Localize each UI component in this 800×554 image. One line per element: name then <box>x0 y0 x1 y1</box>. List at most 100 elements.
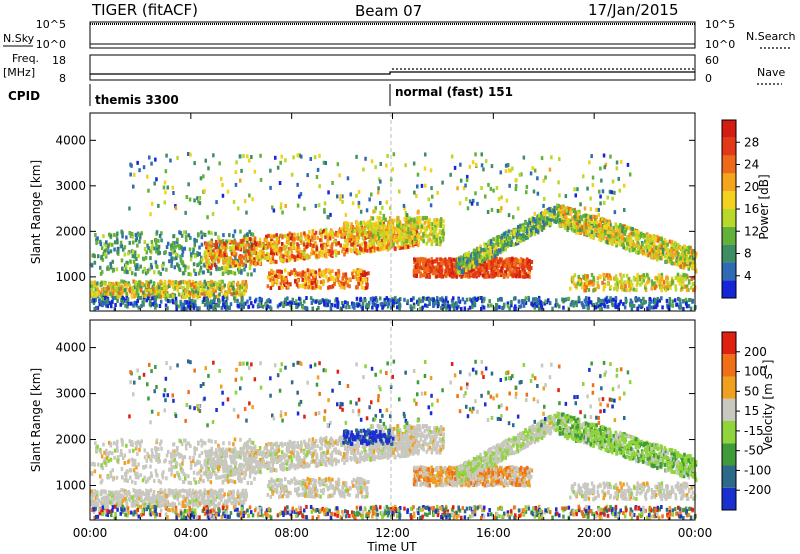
range-gate-cell <box>623 280 626 285</box>
range-gate-cell <box>176 262 179 267</box>
range-gate-cell <box>528 226 532 231</box>
range-gate-cell <box>450 274 454 279</box>
range-gate-cell <box>400 242 404 247</box>
range-gate-cell <box>203 263 207 268</box>
range-gate-cell <box>676 276 680 281</box>
range-gate-cell <box>670 246 673 251</box>
range-gate-cell <box>341 194 344 199</box>
range-gate-cell <box>409 227 413 232</box>
range-gate-cell <box>659 249 662 254</box>
range-gate-cell <box>130 231 134 236</box>
range-gate-cell <box>172 191 175 195</box>
range-gate-cell <box>307 276 311 281</box>
range-gate-cell <box>596 233 600 238</box>
range-gate-cell <box>264 238 267 243</box>
range-gate-cell <box>532 225 535 230</box>
range-gate-cell <box>315 254 318 258</box>
range-gate-cell <box>212 282 215 287</box>
range-gate-cell <box>360 242 364 247</box>
range-gate-cell <box>588 217 592 222</box>
range-gate-cell <box>593 215 596 219</box>
range-gate-cell <box>268 271 271 276</box>
range-gate-cell <box>636 281 639 286</box>
range-gate-cell <box>361 273 365 277</box>
range-gate-cell <box>253 169 257 174</box>
range-gate-cell <box>537 228 540 232</box>
range-gate-cell <box>438 240 441 245</box>
range-gate-cell <box>200 235 204 240</box>
range-gate-cell <box>162 261 165 266</box>
range-gate-cell <box>682 249 686 254</box>
range-gate-cell <box>351 275 355 280</box>
range-gate-cell <box>322 249 325 254</box>
range-gate-cell <box>274 243 277 248</box>
range-gate-cell <box>579 282 583 287</box>
range-gate-cell <box>536 230 540 235</box>
range-gate-cell <box>526 265 530 270</box>
range-gate-cell <box>350 233 353 238</box>
range-gate-cell <box>143 240 147 245</box>
range-gate-cell <box>438 267 442 272</box>
range-gate-cell <box>250 259 253 264</box>
range-gate-cell <box>114 285 117 290</box>
range-gate-cell <box>660 272 664 277</box>
range-gate-cell <box>675 255 679 260</box>
range-gate-cell <box>584 218 588 223</box>
range-gate-cell <box>607 234 611 239</box>
range-gate-cell <box>614 274 618 279</box>
range-gate-cell <box>296 245 300 250</box>
range-gate-cell <box>586 274 589 279</box>
range-gate-cell <box>343 252 346 257</box>
range-gate-cell <box>481 260 484 265</box>
range-gate-cell <box>606 281 610 286</box>
range-gate-cell <box>294 279 297 284</box>
range-gate-cell <box>242 235 246 240</box>
range-gate-cell <box>180 258 183 263</box>
range-gate-cell <box>495 256 499 261</box>
range-gate-cell <box>648 247 651 252</box>
range-gate-cell <box>467 273 470 278</box>
range-gate-cell <box>618 242 621 247</box>
range-gate-cell <box>360 232 364 237</box>
range-gate-cell <box>661 243 665 248</box>
range-gate-cell <box>267 244 271 249</box>
range-gate-cell <box>341 276 345 281</box>
range-gate-cell <box>344 231 348 236</box>
range-gate-cell <box>385 234 389 239</box>
range-gate-cell <box>184 295 187 300</box>
range-gate-cell <box>346 283 350 288</box>
range-gate-cell <box>652 255 656 260</box>
range-gate-cell <box>320 270 324 275</box>
range-gate-cell <box>149 289 153 294</box>
range-gate-cell <box>192 285 196 290</box>
range-gate-cell <box>204 290 207 295</box>
range-gate-cell <box>181 249 185 254</box>
range-gate-cell <box>500 247 503 252</box>
range-gate-cell <box>521 258 525 263</box>
range-gate-cell <box>608 273 611 278</box>
range-gate-cell <box>433 234 436 239</box>
range-gate-cell <box>481 268 485 273</box>
range-gate-cell <box>599 217 603 222</box>
range-gate-cell <box>618 239 621 243</box>
range-gate-cell <box>422 239 425 244</box>
range-gate-cell <box>226 256 230 261</box>
range-gate-cell <box>100 294 103 299</box>
range-gate-cell <box>323 253 327 258</box>
range-gate-cell <box>679 245 682 250</box>
range-gate-cell <box>623 229 627 234</box>
range-gate-cell <box>345 239 349 244</box>
range-gate-cell <box>381 243 384 248</box>
range-gate-cell <box>199 260 203 265</box>
range-gate-cell <box>623 183 626 188</box>
range-gate-cell <box>546 210 549 215</box>
power-heatmap <box>90 152 698 311</box>
range-gate-cell <box>214 288 217 293</box>
range-gate-cell <box>526 232 529 236</box>
range-gate-cell <box>549 222 553 227</box>
range-gate-cell <box>132 184 135 189</box>
range-gate-cell <box>141 293 144 298</box>
range-gate-cell <box>344 226 348 231</box>
range-gate-cell <box>682 273 685 278</box>
range-gate-cell <box>136 160 139 165</box>
